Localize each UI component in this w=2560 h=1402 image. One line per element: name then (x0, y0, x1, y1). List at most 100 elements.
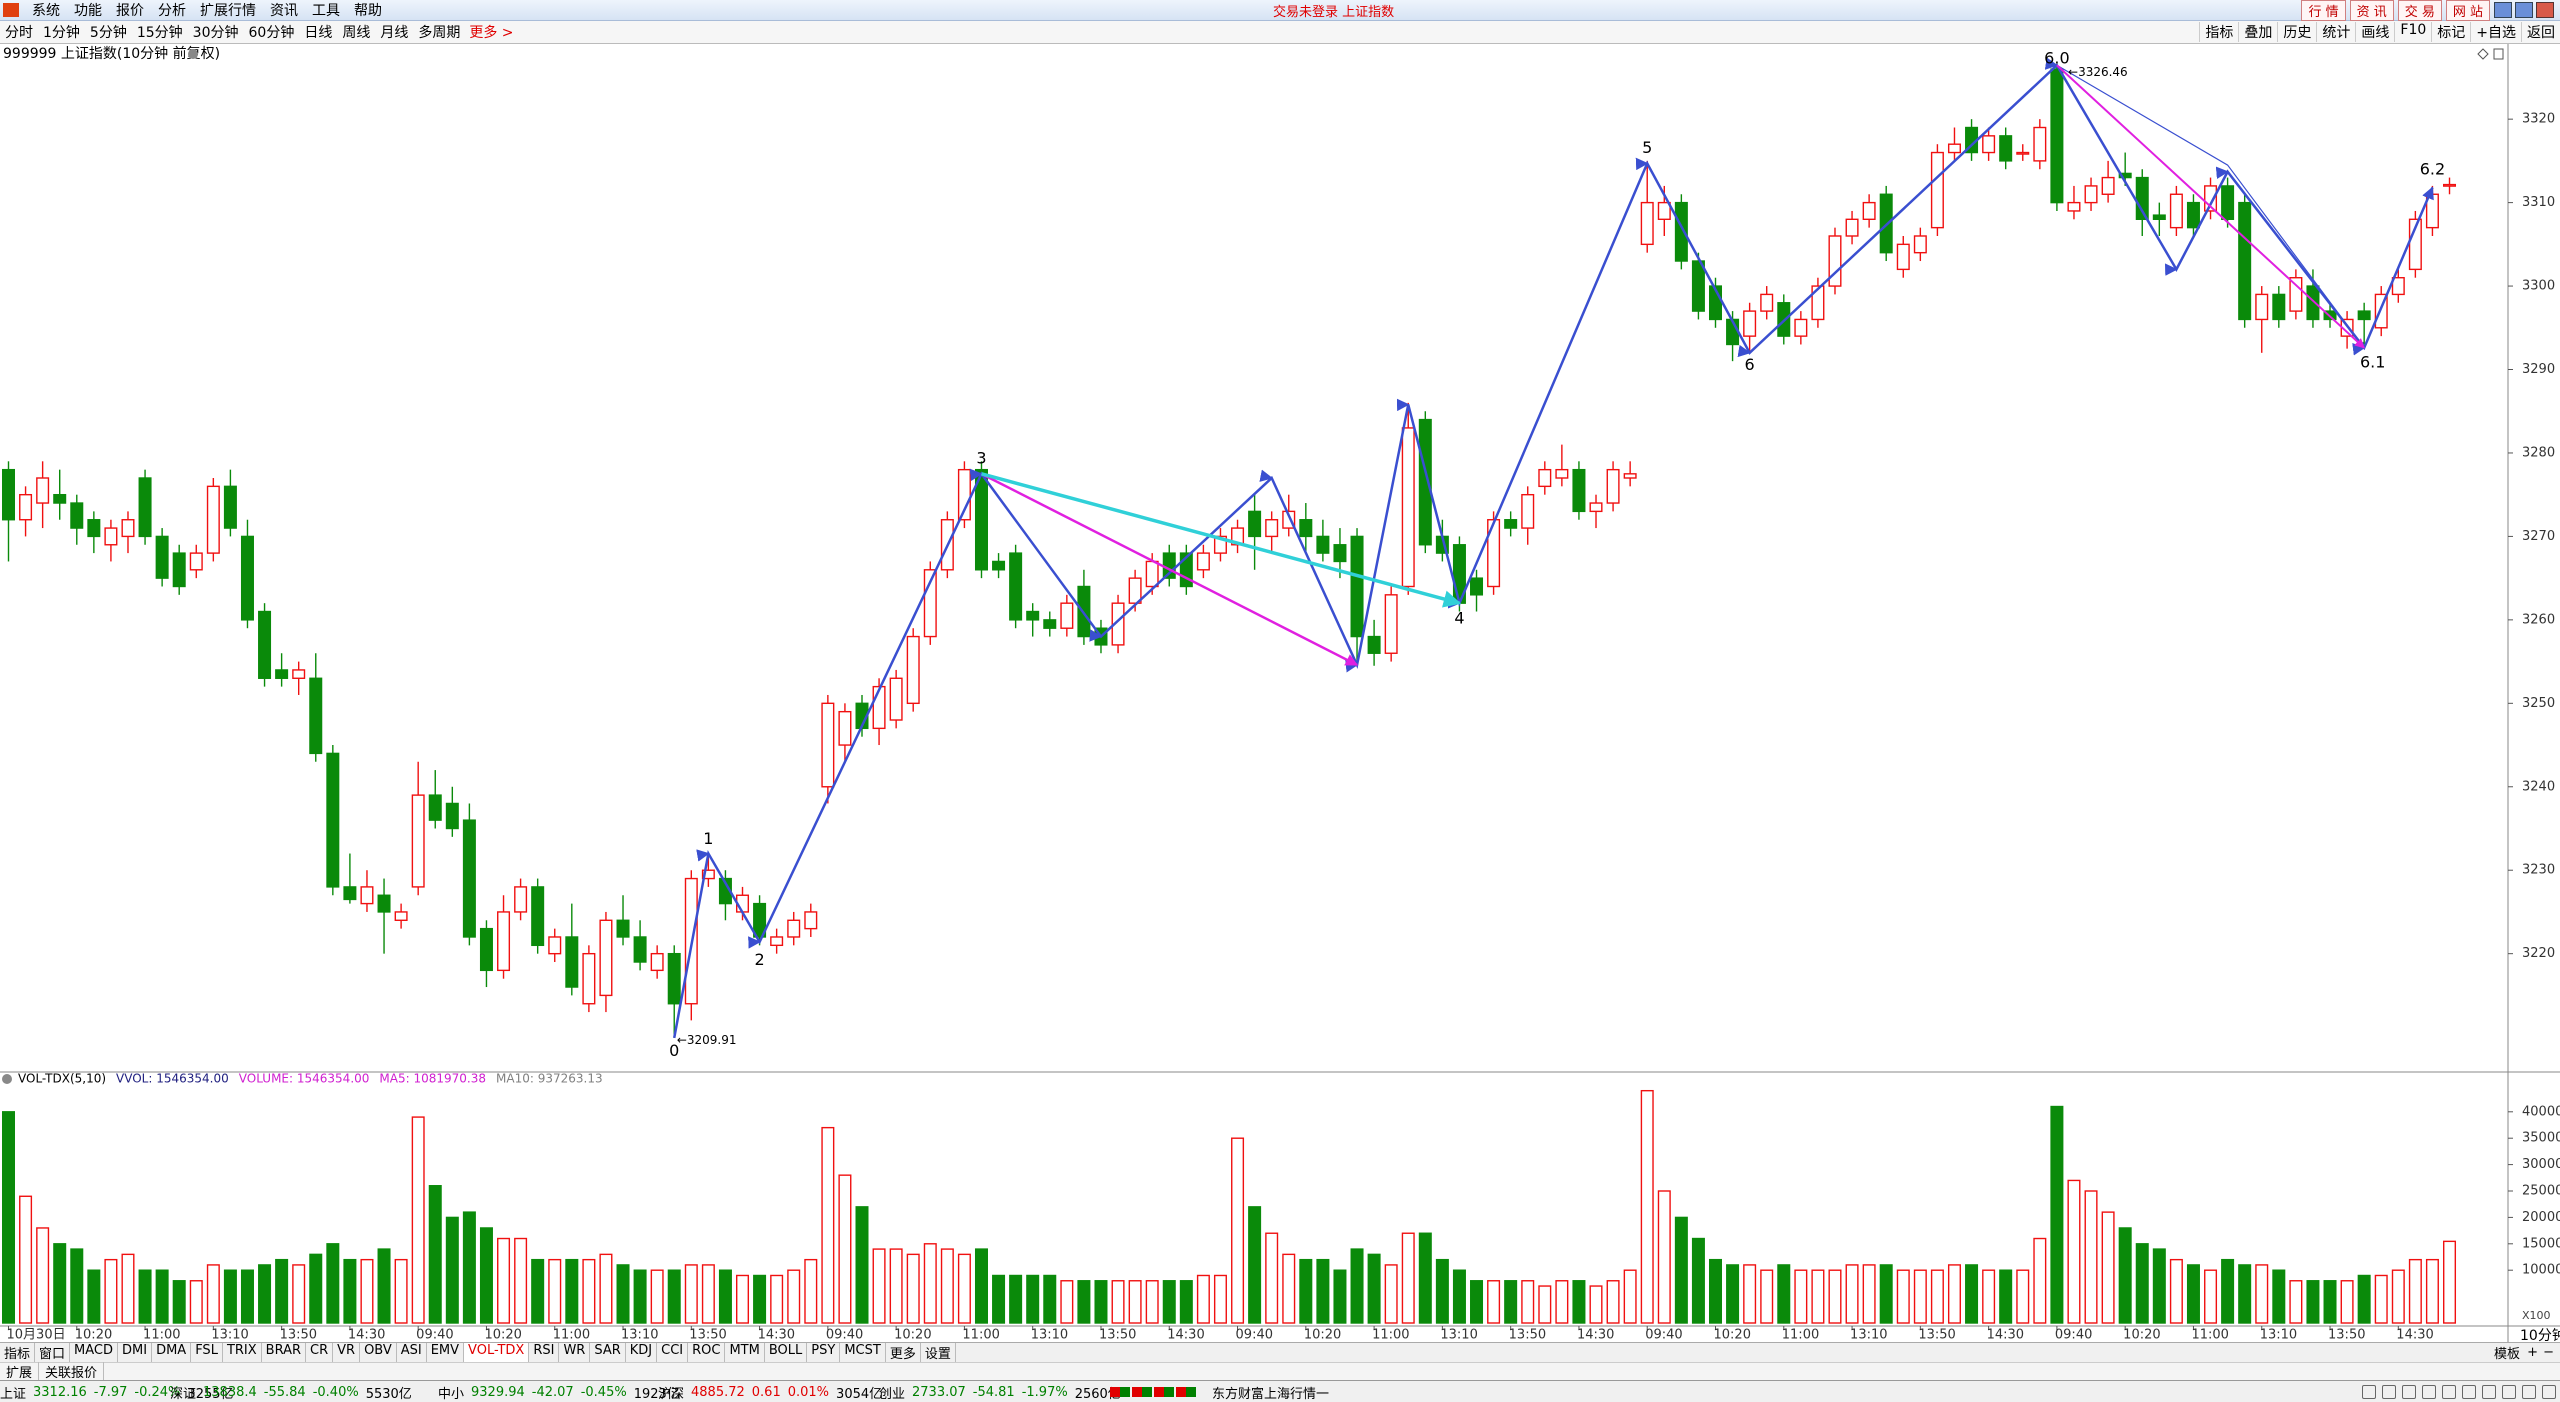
indicator-tab[interactable]: 更多 (886, 1343, 921, 1362)
indicator-tab[interactable]: TRIX (223, 1343, 262, 1362)
tool-button[interactable]: 画线 (2355, 22, 2394, 42)
candle-body (2084, 185, 2098, 204)
index-quote[interactable]: 上证 3312.16 -7.97 -0.24% 3255亿 (0, 1381, 234, 1402)
volume-bar (684, 1264, 698, 1324)
indicator-tab[interactable]: MTM (725, 1343, 765, 1362)
index-quote[interactable]: 深证 13838.4 -55.84 -0.40% 5530亿 (170, 1381, 412, 1402)
zoom-in[interactable]: + (2527, 1345, 2538, 1360)
indicator-tab[interactable]: MCST (840, 1343, 886, 1362)
tray-icon[interactable] (2502, 1385, 2516, 1399)
period-button[interactable]: 多周期 (418, 25, 461, 41)
indicator-tab[interactable]: DMI (118, 1343, 153, 1362)
period-button[interactable]: 日线 (304, 25, 333, 41)
index-change: 0.61 (751, 1384, 781, 1400)
volume-bar (1862, 1264, 1876, 1324)
period-button[interactable]: 30分钟 (192, 25, 239, 41)
indicator-tab[interactable]: EMV (427, 1343, 465, 1362)
tray-icon[interactable] (2442, 1385, 2456, 1399)
quick-button[interactable]: 行 情 (2301, 0, 2346, 21)
period-button[interactable]: 周线 (342, 25, 371, 41)
tray-icon[interactable] (2462, 1385, 2476, 1399)
indicator-tab[interactable]: 设置 (921, 1343, 956, 1362)
index-quote[interactable]: 中小 9329.94 -42.07 -0.45% 1923亿 (438, 1381, 680, 1402)
indicator-tab[interactable]: BRAR (262, 1343, 307, 1362)
period-button[interactable]: 分时 (5, 25, 33, 41)
tool-button[interactable]: 返回 (2521, 22, 2560, 42)
indicator-tab[interactable]: CCI (657, 1343, 689, 1362)
indicator-tab[interactable]: 指标 (0, 1343, 36, 1362)
indicator-tab[interactable]: KDJ (626, 1343, 658, 1362)
tray-icon[interactable] (2422, 1385, 2436, 1399)
tray-icon[interactable] (2542, 1385, 2556, 1399)
template-button[interactable]: 模板 (2493, 1347, 2520, 1362)
volume-bar (1896, 1269, 1910, 1324)
y-tick-label: 20000 (2522, 1210, 2560, 1225)
menu-item[interactable]: 资讯 (270, 3, 298, 19)
indicator-tab[interactable]: CR (306, 1343, 334, 1362)
zoom-out[interactable]: − (2543, 1345, 2554, 1360)
period-button[interactable]: 60分钟 (248, 25, 295, 41)
indicator-tab[interactable]: DMA (152, 1343, 192, 1362)
tray-icon[interactable] (2382, 1385, 2396, 1399)
bottom-tab[interactable]: 关联报价 (39, 1362, 105, 1381)
index-name: 中小 (438, 1386, 465, 1402)
tool-button[interactable]: 指标 (2199, 22, 2238, 42)
index-quote[interactable]: 创业 2733.07 -54.81 -1.97% 2560亿 (879, 1381, 1121, 1402)
tool-button[interactable]: 叠加 (2238, 22, 2277, 42)
indicator-tab[interactable]: RSI (529, 1343, 560, 1362)
volume-bar (1418, 1232, 1432, 1324)
candle-body (804, 911, 818, 930)
quick-button[interactable]: 交 易 (2397, 0, 2442, 21)
volume-bar (1282, 1253, 1296, 1324)
indicator-tab[interactable]: FSL (191, 1343, 223, 1362)
quick-button[interactable]: 网 站 (2445, 0, 2490, 21)
candle-body (1333, 544, 1347, 563)
indicator-tab[interactable]: ASI (397, 1343, 427, 1362)
menu-item[interactable]: 系统 (32, 3, 60, 19)
tray-icon[interactable] (2482, 1385, 2496, 1399)
indicator-tab[interactable]: BOLL (765, 1343, 808, 1362)
menu-item[interactable]: 扩展行情 (200, 3, 256, 19)
index-quote[interactable]: 沪深 4885.72 0.61 0.01% 3054亿 (658, 1381, 882, 1402)
tool-button[interactable]: +自选 (2470, 22, 2521, 42)
indicator-tab[interactable]: OBV (360, 1343, 397, 1362)
indicator-tab[interactable]: VOL-TDX (464, 1343, 530, 1362)
tray-icon[interactable] (2362, 1385, 2376, 1399)
period-button[interactable]: 5分钟 (89, 25, 127, 41)
candle-body (514, 886, 528, 913)
tool-button[interactable]: F10 (2394, 22, 2431, 42)
quick-button[interactable]: 资 讯 (2349, 0, 2394, 21)
volume-bar (1026, 1274, 1040, 1324)
maximize-button[interactable] (2515, 2, 2533, 18)
tool-button[interactable]: 标记 (2431, 22, 2470, 42)
y-tick-label: 3280 (2522, 445, 2555, 460)
menu-item[interactable]: 工具 (312, 3, 340, 19)
close-button[interactable] (2536, 2, 2554, 18)
volume-bar (19, 1195, 33, 1324)
indicator-tab[interactable]: WR (559, 1343, 591, 1362)
candle-body (121, 519, 135, 538)
tool-button[interactable]: 历史 (2277, 22, 2316, 42)
menu-item[interactable]: 分析 (158, 3, 186, 19)
tray-icon[interactable] (2402, 1385, 2416, 1399)
tool-button[interactable]: 统计 (2316, 22, 2355, 42)
menu-item[interactable]: 功能 (74, 3, 102, 19)
indicator-tab[interactable]: 窗口 (35, 1343, 71, 1362)
indicator-tab[interactable]: SAR (590, 1343, 626, 1362)
x-tick-label: 09:40 (1645, 1328, 1682, 1343)
bottom-tab[interactable]: 扩展 (0, 1362, 40, 1381)
minimize-button[interactable] (2494, 2, 2512, 18)
volume-bar (479, 1227, 493, 1324)
menu-item[interactable]: 报价 (116, 3, 144, 19)
menu-item[interactable]: 帮助 (354, 3, 382, 19)
period-button[interactable]: 15分钟 (136, 25, 183, 41)
indicator-tab[interactable]: MACD (70, 1343, 118, 1362)
period-button[interactable]: 月线 (380, 25, 409, 41)
candle-body (1316, 535, 1330, 554)
indicator-tab[interactable]: PSY (807, 1343, 841, 1362)
tray-icon[interactable] (2522, 1385, 2536, 1399)
indicator-tab[interactable]: ROC (688, 1343, 726, 1362)
more-periods[interactable]: 更多 > (469, 25, 514, 41)
indicator-tab[interactable]: VR (333, 1343, 361, 1362)
period-button[interactable]: 1分钟 (43, 25, 80, 41)
